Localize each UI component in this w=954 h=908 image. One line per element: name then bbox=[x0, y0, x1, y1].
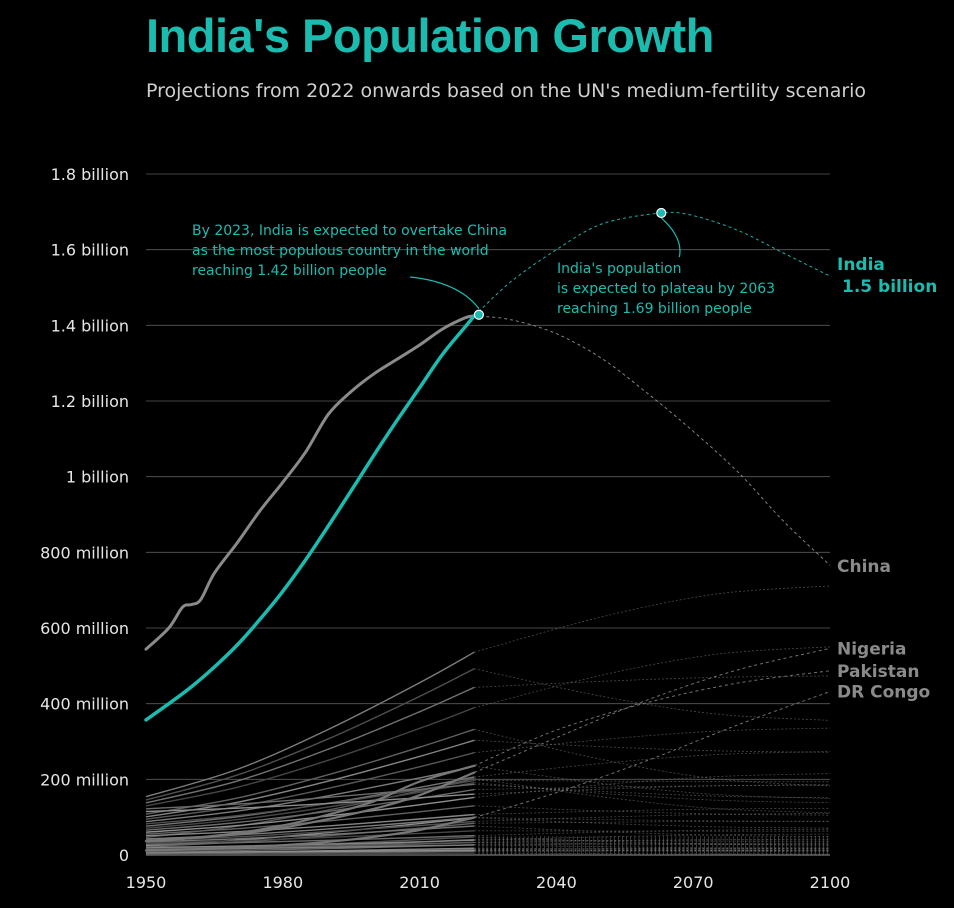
background-country-line bbox=[145, 668, 475, 801]
background-country-line bbox=[145, 820, 475, 842]
background-country-projection bbox=[474, 817, 831, 829]
chart-subtitle: Projections from 2022 onwards based on t… bbox=[146, 80, 867, 102]
y-tick-label: 1.6 billion bbox=[51, 241, 129, 260]
background-country-line bbox=[145, 739, 475, 818]
background-country-projection bbox=[474, 844, 831, 849]
x-tick-label: 2100 bbox=[810, 873, 851, 892]
nigeria-historical-line bbox=[144, 771, 476, 843]
dr-congo-projection-line bbox=[474, 691, 831, 818]
background-country-projection bbox=[474, 646, 831, 709]
x-tick-label: 2010 bbox=[399, 873, 440, 892]
background-country-line bbox=[145, 805, 475, 835]
background-country-projection bbox=[474, 782, 831, 804]
background-country-line bbox=[145, 651, 475, 798]
background-country-projection bbox=[474, 784, 831, 795]
nigeria-label: Nigeria bbox=[837, 639, 906, 659]
background-country-projection bbox=[474, 847, 831, 851]
background-country-projection bbox=[474, 727, 831, 754]
background-country-projection bbox=[474, 675, 831, 688]
india-label: India bbox=[837, 255, 885, 275]
background-country-projection bbox=[474, 668, 831, 721]
y-tick-label: 600 million bbox=[40, 619, 129, 638]
background-country-projection bbox=[474, 778, 831, 814]
background-country-projection bbox=[474, 828, 831, 836]
background-country-line bbox=[145, 765, 475, 823]
china-historical-line bbox=[144, 314, 476, 651]
background-country-projection bbox=[474, 838, 831, 843]
india-value-label: 1.5 billion bbox=[842, 277, 937, 297]
background-country-projection bbox=[474, 773, 831, 798]
y-tick-label: 1.2 billion bbox=[51, 392, 129, 411]
background-country-projection bbox=[474, 807, 831, 815]
background-country-projection bbox=[474, 783, 831, 799]
background-country-projection bbox=[474, 842, 831, 846]
x-tick-label: 1980 bbox=[262, 873, 303, 892]
annotation-2063-line: reaching 1.69 billion people bbox=[557, 301, 752, 317]
background-country-line bbox=[145, 834, 475, 846]
india-historical-line bbox=[144, 314, 477, 722]
background-country-projection bbox=[474, 833, 831, 841]
background-country-projection bbox=[474, 813, 831, 822]
x-tick-label: 2040 bbox=[536, 873, 577, 892]
background-country-projection bbox=[474, 839, 831, 842]
background-country-line bbox=[145, 793, 475, 813]
background-country-line bbox=[145, 728, 475, 815]
y-tick-label: 1.4 billion bbox=[51, 316, 129, 335]
dr-congo-label: DR Congo bbox=[837, 683, 930, 703]
background-country-projection bbox=[474, 784, 831, 790]
china-projection-line bbox=[474, 315, 831, 566]
annotation-2023-line: reaching 1.42 billion people bbox=[192, 263, 387, 279]
background-country-projection bbox=[474, 751, 831, 778]
background-country-projection bbox=[474, 585, 831, 653]
y-tick-label: 400 million bbox=[40, 695, 129, 714]
background-country-projection bbox=[474, 780, 831, 783]
background-country-line bbox=[145, 796, 475, 833]
background-country-projection bbox=[474, 825, 831, 837]
background-country-projection bbox=[474, 842, 831, 846]
annotation-2063-line: is expected to plateau by 2063 bbox=[557, 281, 775, 297]
background-country-line bbox=[145, 707, 475, 807]
annotation-leader-2023 bbox=[409, 276, 480, 310]
annotation-2023-line: By 2023, India is expected to overtake C… bbox=[192, 223, 507, 239]
background-country-projection bbox=[474, 739, 831, 753]
y-tick-label: 800 million bbox=[40, 543, 129, 562]
background-country-projection bbox=[474, 728, 831, 787]
chart-title: India's Population Growth bbox=[146, 9, 714, 62]
annotation-2023-line: as the most populous country in the worl… bbox=[192, 243, 489, 259]
background-country-projection bbox=[474, 805, 831, 816]
china-label: China bbox=[837, 557, 891, 577]
pakistan-label: Pakistan bbox=[837, 662, 919, 682]
overtake-marker bbox=[473, 309, 484, 320]
plateau-marker bbox=[656, 207, 667, 219]
y-tick-label: 1.8 billion bbox=[51, 165, 129, 184]
y-tick-label: 200 million bbox=[40, 770, 129, 789]
background-country-projection bbox=[474, 847, 831, 851]
nigeria-projection-line bbox=[474, 647, 831, 773]
background-country-line bbox=[145, 686, 475, 804]
background-country-projection bbox=[474, 852, 831, 855]
background-country-line bbox=[145, 813, 475, 837]
background-country-projection bbox=[474, 817, 831, 822]
x-tick-label: 1950 bbox=[126, 873, 167, 892]
annotation-leader-2063 bbox=[660, 217, 681, 258]
y-tick-label: 0 bbox=[119, 846, 129, 865]
annotation-2063-line: India's population bbox=[557, 261, 681, 277]
background-country-projection bbox=[474, 820, 831, 824]
y-tick-label: 1 billion bbox=[66, 468, 129, 487]
background-country-line bbox=[145, 830, 475, 844]
background-country-line bbox=[145, 752, 475, 820]
background-country-line bbox=[145, 839, 475, 849]
background-country-line bbox=[145, 783, 475, 810]
pakistan-projection-line bbox=[474, 670, 831, 767]
background-country-line bbox=[145, 849, 475, 853]
dr-congo-historical-line bbox=[144, 816, 476, 852]
x-tick-label: 2070 bbox=[673, 873, 714, 892]
